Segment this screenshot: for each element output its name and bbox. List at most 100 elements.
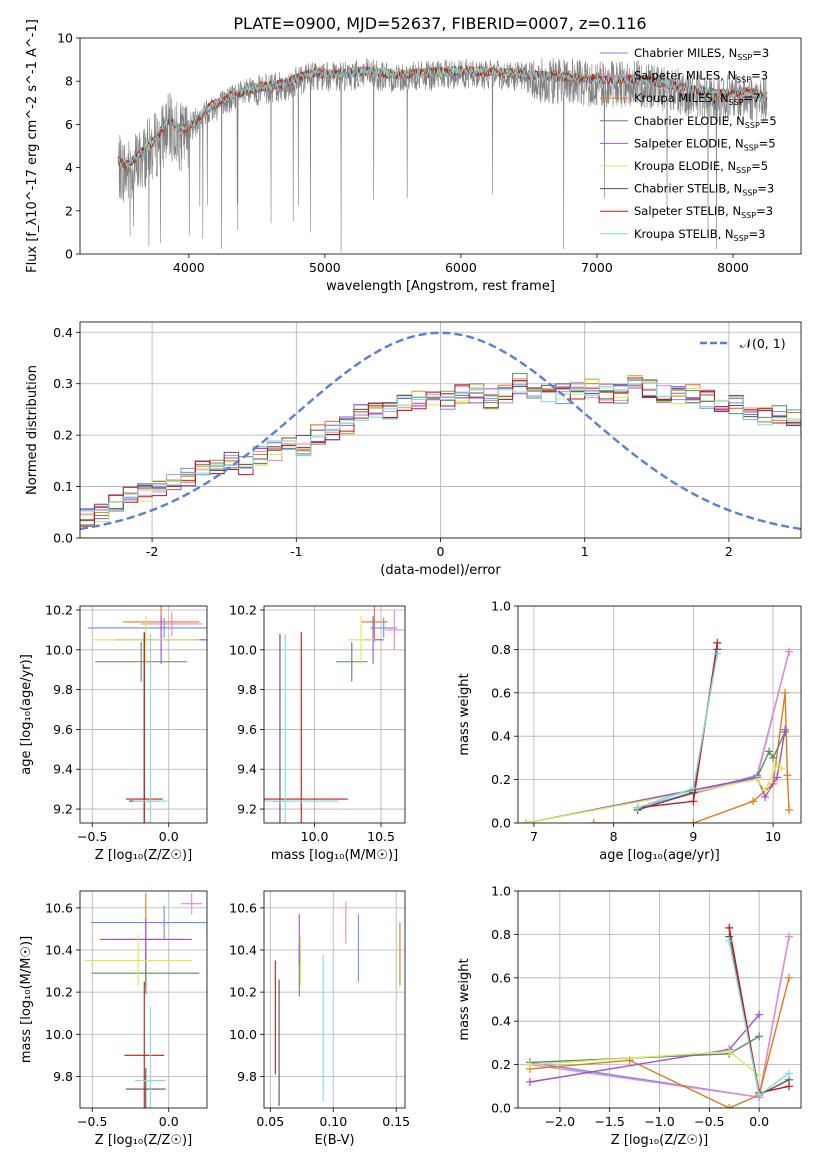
weight-marker (749, 797, 758, 806)
x-tick-label: −0.5 (77, 829, 107, 844)
weight-line (525, 731, 786, 823)
x-tick-label: 2 (725, 544, 733, 559)
residual-histogram (80, 379, 801, 512)
x-axis-label: wavelength [Angstrom, rest frame] (326, 279, 555, 294)
axes-frame (79, 37, 802, 255)
y-tick-label: 9.4 (53, 762, 73, 777)
residual-histogram (80, 383, 801, 520)
weight-line (529, 1035, 760, 1064)
weight-marker (689, 819, 698, 823)
legend-label: Chabrier MILES, NSSP=3 (634, 46, 769, 62)
weight-marker (769, 753, 778, 762)
y-tick-label: 10.2 (45, 602, 73, 617)
x-axis-label: age [log₁₀(age/yr)] (599, 848, 720, 863)
y-tick-label: 10.0 (45, 1027, 73, 1042)
observed-spectrum (117, 58, 768, 253)
panel-age-vs-mass: 10.0 10.5 9.2 9.4 9.6 9.8 10.0 10.2 mass [log₁₀(… (229, 602, 406, 863)
x-tick-label: 10.0 (301, 829, 329, 844)
plot-area (117, 58, 768, 253)
model-spectrum (117, 65, 768, 168)
y-tick-label: 0.2 (491, 772, 511, 787)
plot-area (264, 891, 405, 1108)
weight-marker (785, 1082, 794, 1091)
x-tick-label: 5000 (309, 260, 341, 275)
x-tick-label: 4000 (173, 260, 205, 275)
y-tick-label: 0.8 (491, 927, 511, 942)
legend-count: =3 (749, 227, 766, 241)
y-tick-label: 2 (65, 203, 73, 218)
x-tick-label: 7000 (581, 260, 613, 275)
weight-marker (785, 973, 794, 982)
weight-line (525, 763, 782, 823)
weight-marker (521, 819, 530, 823)
y-tick-label: 0.0 (491, 1101, 511, 1116)
y-tick-label: 10.2 (229, 985, 257, 1000)
axes-frame (517, 890, 802, 1109)
weight-marker (781, 688, 790, 697)
x-tick-label: 0.15 (382, 1114, 410, 1129)
y-tick-label: 9.2 (53, 802, 73, 817)
weight-marker (755, 1090, 764, 1099)
x-tick-label: 0.05 (256, 1114, 284, 1129)
plot-area (518, 891, 801, 1108)
y-axis-label: age [log₁₀(age/yr)] (19, 654, 34, 775)
residual-histogram (80, 379, 801, 522)
legend-count: =5 (751, 159, 768, 173)
y-tick-label: 0.4 (53, 325, 73, 340)
x-tick-label: 7 (530, 829, 538, 844)
legend-sub: SSP (736, 166, 751, 175)
y-axis-label: Normed distribution (25, 365, 40, 495)
y-tick-label: 10.6 (45, 900, 73, 915)
y-tick-label: 9.2 (237, 802, 257, 817)
x-axis-label: E(B-V) (314, 1133, 354, 1148)
legend-label: Kroupa ELODIE, NSSP=5 (634, 159, 768, 175)
legend-count: =3 (756, 204, 773, 218)
y-tick-label: 8 (65, 74, 73, 89)
y-tick-label: 0 (65, 247, 73, 262)
weight-marker (773, 760, 782, 769)
y-tick-label: 10.2 (229, 602, 257, 617)
weight-line (637, 649, 718, 811)
y-tick-label: 0.1 (53, 479, 73, 494)
weight-marker (785, 1069, 794, 1078)
y-tick-label: 10.4 (45, 942, 73, 957)
weight-marker (777, 764, 786, 773)
x-tick-label: −1.5 (594, 1114, 624, 1129)
y-tick-label: 0.3 (53, 376, 73, 391)
plot-area (264, 606, 405, 823)
weight-marker (773, 773, 782, 782)
x-axis-label: Z [log₁₀(Z/Z☉)] (95, 848, 192, 863)
y-tick-label: 9.6 (237, 722, 257, 737)
normal-legend-label: 𝒩(0, 1) (740, 336, 786, 351)
y-tick-label: 1.0 (491, 884, 511, 899)
y-tick-label: 9.8 (53, 682, 73, 697)
weight-line (637, 653, 718, 809)
y-tick-label: 9.4 (237, 762, 257, 777)
x-tick-label: 0 (437, 544, 445, 559)
weight-marker (713, 649, 722, 658)
y-tick-label: 0.6 (491, 685, 511, 700)
panel-weight-vs-age: 7 8 9 10 0.0 0.2 0.4 0.6 0.8 1.0 age [log₁₀(age/yr… (457, 599, 802, 863)
x-tick-label: 10.5 (367, 829, 395, 844)
plot-area (80, 606, 207, 823)
x-tick-label: -2 (146, 544, 158, 559)
legend-sub: SSP (736, 76, 751, 85)
x-tick-label: 1 (581, 544, 589, 559)
y-tick-label: 0.6 (491, 970, 511, 985)
weight-marker (785, 647, 794, 656)
y-tick-label: 0.4 (491, 1014, 511, 1029)
plot-area (518, 606, 801, 823)
weight-marker (761, 786, 770, 795)
panel-mass-vs-z: −0.5 0.0 9.8 10.0 10.2 10.4 10.6 Z [log₁₀(Z/Z☉)… (19, 890, 208, 1148)
legend-label: Chabrier ELODIE, NSSP=5 (634, 114, 777, 130)
weight-marker (525, 1060, 534, 1069)
weight-line (637, 642, 718, 809)
y-tick-label: 0.0 (491, 816, 511, 831)
x-tick-label: 8 (610, 829, 618, 844)
x-tick-label: 0.0 (159, 1114, 179, 1129)
weight-marker (689, 797, 698, 806)
legend-count: =3 (751, 69, 768, 83)
axes-frame (517, 605, 802, 824)
